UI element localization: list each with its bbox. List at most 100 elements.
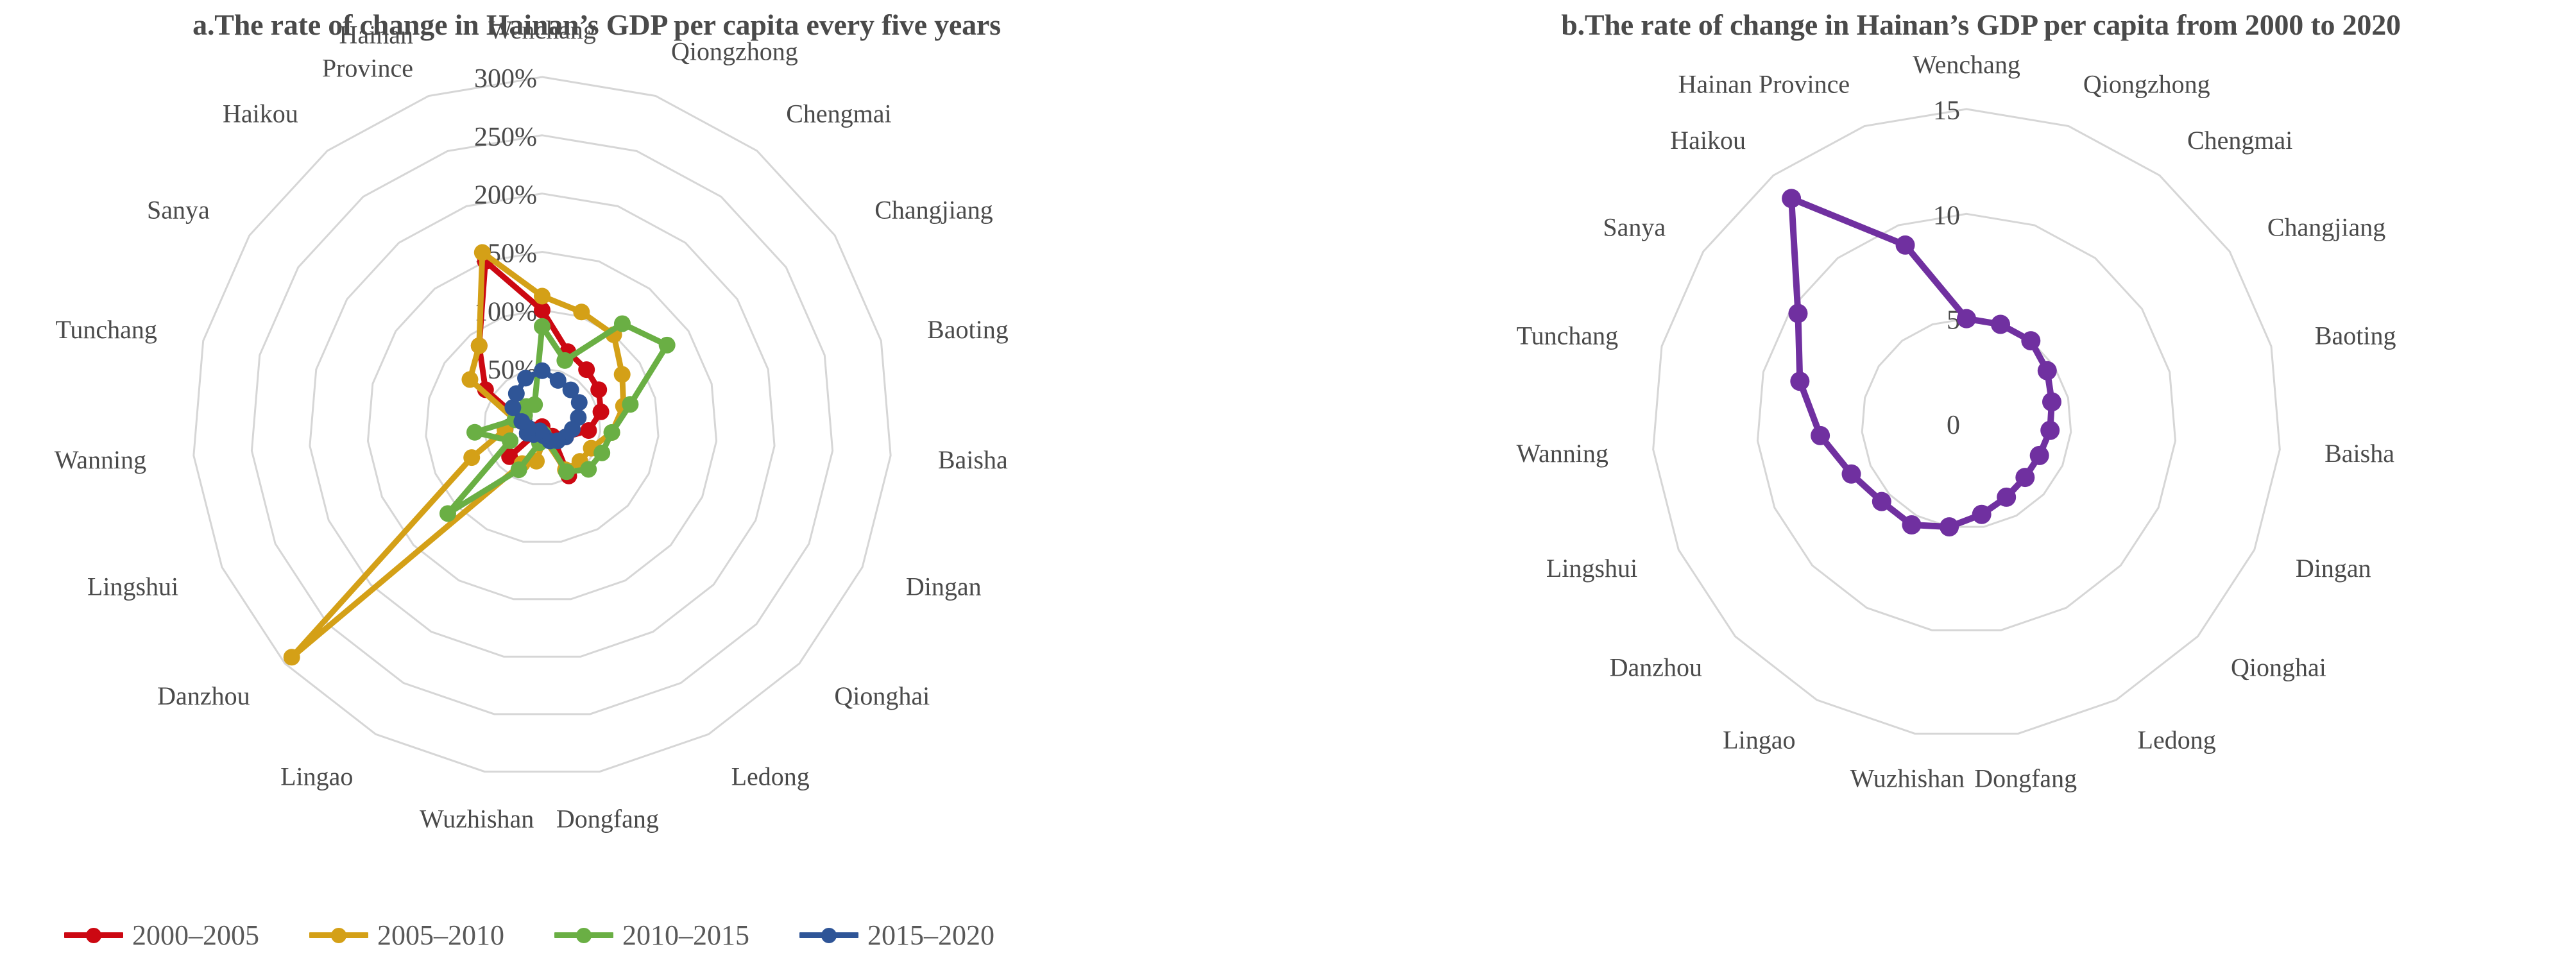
data-point — [592, 403, 610, 420]
grid-ring — [366, 250, 718, 601]
grid-ring — [250, 134, 834, 715]
axis-label: Changjiang — [2267, 213, 2385, 242]
axis-label: Sanya — [147, 195, 210, 224]
data-point — [1997, 487, 2017, 507]
radial-tick-label: 300% — [474, 64, 537, 94]
radar-b-svg: 0 5 10 15 Wenchang Qiongzhong Chengmai Changjia… — [1516, 50, 2396, 792]
data-point — [439, 505, 456, 522]
axis-label: Haikou — [1670, 126, 1746, 155]
legend-item[interactable]: 2015–2020 — [799, 919, 994, 952]
legend-marker-dot — [331, 927, 346, 943]
panel-a-title: a.The rate of change in Hainan’s GDP per… — [192, 8, 1001, 41]
data-point — [2029, 445, 2049, 465]
data-point — [461, 371, 479, 388]
grid-ring — [1756, 212, 2177, 631]
radar-chart-a: 0%50%100%150%200%250%300%WenchangQiongzh… — [55, 15, 1009, 833]
data-point — [2015, 468, 2035, 488]
data-point — [1790, 372, 1810, 391]
legend-line-swatch — [799, 927, 858, 943]
axis-label: Baoting — [927, 315, 1009, 344]
axis-label: Baisha — [2324, 439, 2394, 468]
data-point — [526, 396, 543, 413]
axis-label: Tunchang — [55, 315, 157, 344]
data-point — [528, 452, 545, 470]
data-point — [1940, 517, 1959, 537]
data-point — [1782, 189, 1802, 209]
data-point — [473, 244, 491, 261]
data-point — [2037, 361, 2057, 380]
radial-tick-label: 0 — [1947, 411, 1960, 440]
data-point — [603, 424, 620, 441]
radar-chart-b: 0 5 10 15 Wenchang Qiongzhong Chengmai Changjia… — [1347, 0, 2576, 974]
data-point — [549, 372, 567, 389]
grid-ring — [1861, 318, 2072, 528]
axis-label: Dongfang — [1974, 764, 2077, 792]
axis-label: Chengmai — [786, 99, 891, 128]
data-point — [558, 463, 576, 481]
axis-label: Dingan — [2296, 554, 2371, 583]
legend-label: 2010–2015 — [622, 919, 749, 951]
data-point — [2042, 392, 2061, 412]
axis-label: Tunchang — [1517, 321, 1619, 350]
data-point — [2021, 331, 2041, 351]
data-point — [613, 315, 631, 332]
legend-label: 2005–2010 — [377, 919, 504, 951]
data-point — [534, 302, 550, 319]
data-point — [1991, 314, 2011, 334]
panel-a: a.The rate of change in Hainan’s GDP per… — [55, 8, 1045, 952]
data-point — [2040, 420, 2060, 440]
panel-b-title: b.The rate of change in Hainan’s GDP per… — [1561, 8, 2401, 41]
axis-label: Haikou — [223, 99, 298, 128]
data-point — [1972, 504, 1992, 524]
axis-label: Sanya — [1603, 213, 1666, 242]
radar-a-svg: 0%50%100%150%200%250%300%WenchangQiongzh… — [55, 15, 1009, 833]
data-point — [534, 318, 550, 335]
data-point — [470, 337, 488, 354]
data-point — [622, 396, 639, 413]
legend-panel-a: 2000–2005 2005–2010 2010–2015 2015–2020 — [64, 919, 1045, 952]
legend-marker-dot — [821, 927, 837, 943]
data-point — [504, 399, 522, 416]
radial-tick-label: 5 — [1947, 306, 1960, 336]
axis-label: Danzhou — [157, 681, 250, 710]
data-point — [1902, 515, 1922, 535]
data-point — [1788, 303, 1808, 323]
axis-label: Danzhou — [1610, 653, 1702, 681]
axis-label: Wenchang — [488, 15, 596, 44]
data-point — [1841, 464, 1861, 484]
data-point — [466, 423, 483, 441]
data-point — [501, 448, 518, 465]
legend-item[interactable]: 2005–2010 — [309, 919, 504, 952]
axis-label: Lingshui — [1546, 554, 1637, 583]
legend-item[interactable]: 2000–2005 — [64, 919, 259, 952]
axis-label: Lingao — [280, 762, 353, 790]
legend-item[interactable]: 2010–2015 — [554, 919, 749, 952]
series-line — [1788, 195, 2055, 531]
axis-label: Wanning — [55, 445, 146, 474]
data-point — [1872, 491, 1891, 511]
radial-tick-label: 250% — [474, 123, 537, 152]
data-point — [593, 444, 611, 461]
grid-ring — [309, 192, 776, 658]
data-point — [1895, 235, 1915, 255]
legend-line-swatch — [64, 927, 123, 943]
data-point — [502, 432, 519, 449]
legend-line-swatch — [309, 927, 368, 943]
legend-marker-dot — [576, 927, 592, 943]
axis-label: Qiongzhong — [2083, 69, 2210, 98]
axis-label: Changjiang — [874, 195, 993, 224]
data-point — [658, 336, 676, 354]
axis-label: Qionghai — [2231, 653, 2326, 681]
radial-tick-label: 10 — [1933, 201, 1960, 230]
axis-label: Wuzhishan — [420, 805, 534, 833]
axis-label: Hainan Province — [1678, 69, 1850, 98]
data-point — [1957, 309, 1976, 329]
data-point — [534, 287, 550, 305]
legend-marker-dot — [86, 927, 101, 943]
panel-b: b.The rate of change in Hainan’s GDP per… — [1347, 0, 2576, 974]
data-point — [573, 303, 590, 321]
data-point — [510, 461, 527, 479]
axis-label: Dongfang — [556, 805, 659, 833]
data-point — [534, 362, 550, 379]
